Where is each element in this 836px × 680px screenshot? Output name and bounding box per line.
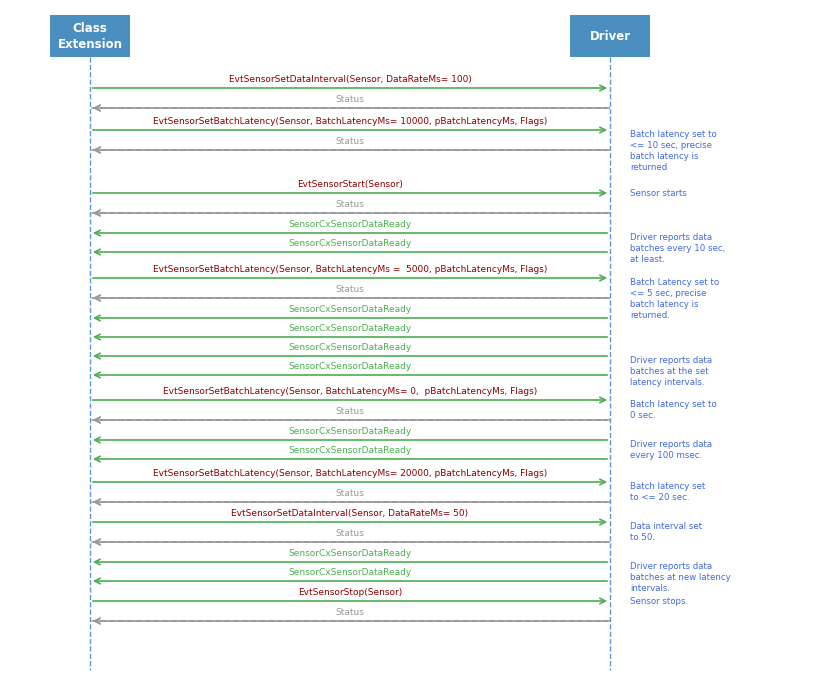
Text: Status: Status	[335, 489, 364, 498]
Text: Data interval set
to 50.: Data interval set to 50.	[630, 522, 701, 542]
Text: Batch latency set
to <= 20 sec.: Batch latency set to <= 20 sec.	[630, 482, 705, 502]
Text: SensorCxSensorDataReady: SensorCxSensorDataReady	[288, 549, 411, 558]
Text: Status: Status	[335, 608, 364, 617]
Text: Driver reports data
batches at the set
latency intervals.: Driver reports data batches at the set l…	[630, 356, 711, 387]
FancyBboxPatch shape	[569, 15, 650, 57]
Text: Sensor starts: Sensor starts	[630, 188, 686, 197]
Text: SensorCxSensorDataReady: SensorCxSensorDataReady	[288, 324, 411, 333]
Text: Batch Latency set to
<= 5 sec, precise
batch latency is
returned.: Batch Latency set to <= 5 sec, precise b…	[630, 278, 718, 320]
Text: EvtSensorStart(Sensor): EvtSensorStart(Sensor)	[297, 180, 402, 189]
Text: EvtSensorSetDataInterval(Sensor, DataRateMs= 100): EvtSensorSetDataInterval(Sensor, DataRat…	[228, 75, 471, 84]
Text: Driver reports data
batches at new latency
intervals.: Driver reports data batches at new laten…	[630, 562, 730, 593]
Text: Batch latency set to
<= 10 sec, precise
batch latency is
returned: Batch latency set to <= 10 sec, precise …	[630, 130, 716, 172]
Text: SensorCxSensorDataReady: SensorCxSensorDataReady	[288, 427, 411, 436]
Text: SensorCxSensorDataReady: SensorCxSensorDataReady	[288, 568, 411, 577]
Text: SensorCxSensorDataReady: SensorCxSensorDataReady	[288, 220, 411, 229]
Text: SensorCxSensorDataReady: SensorCxSensorDataReady	[288, 239, 411, 248]
Text: SensorCxSensorDataReady: SensorCxSensorDataReady	[288, 305, 411, 314]
Text: Status: Status	[335, 285, 364, 294]
Text: Batch latency set to
0 sec.: Batch latency set to 0 sec.	[630, 400, 716, 420]
Text: Class
Extension: Class Extension	[58, 22, 122, 50]
Text: Status: Status	[335, 529, 364, 538]
FancyBboxPatch shape	[50, 15, 130, 57]
Text: SensorCxSensorDataReady: SensorCxSensorDataReady	[288, 446, 411, 455]
Text: SensorCxSensorDataReady: SensorCxSensorDataReady	[288, 362, 411, 371]
Text: Status: Status	[335, 407, 364, 416]
Text: Status: Status	[335, 200, 364, 209]
Text: EvtSensorSetBatchLatency(Sensor, BatchLatencyMs =  5000, pBatchLatencyMs, Flags): EvtSensorSetBatchLatency(Sensor, BatchLa…	[153, 265, 547, 274]
Text: Driver reports data
every 100 msec.: Driver reports data every 100 msec.	[630, 440, 711, 460]
Text: EvtSensorSetBatchLatency(Sensor, BatchLatencyMs= 20000, pBatchLatencyMs, Flags): EvtSensorSetBatchLatency(Sensor, BatchLa…	[153, 469, 547, 478]
Text: EvtSensorSetDataInterval(Sensor, DataRateMs= 50): EvtSensorSetDataInterval(Sensor, DataRat…	[232, 509, 468, 518]
Text: Status: Status	[335, 137, 364, 146]
Text: EvtSensorSetBatchLatency(Sensor, BatchLatencyMs= 10000, pBatchLatencyMs, Flags): EvtSensorSetBatchLatency(Sensor, BatchLa…	[153, 117, 547, 126]
Text: Driver reports data
batches every 10 sec,
at least.: Driver reports data batches every 10 sec…	[630, 233, 724, 265]
Text: EvtSensorStop(Sensor): EvtSensorStop(Sensor)	[298, 588, 401, 597]
Text: Sensor stops.: Sensor stops.	[630, 596, 687, 605]
Text: Driver: Driver	[589, 29, 630, 42]
Text: EvtSensorSetBatchLatency(Sensor, BatchLatencyMs= 0,  pBatchLatencyMs, Flags): EvtSensorSetBatchLatency(Sensor, BatchLa…	[163, 387, 537, 396]
Text: SensorCxSensorDataReady: SensorCxSensorDataReady	[288, 343, 411, 352]
Text: Status: Status	[335, 95, 364, 104]
